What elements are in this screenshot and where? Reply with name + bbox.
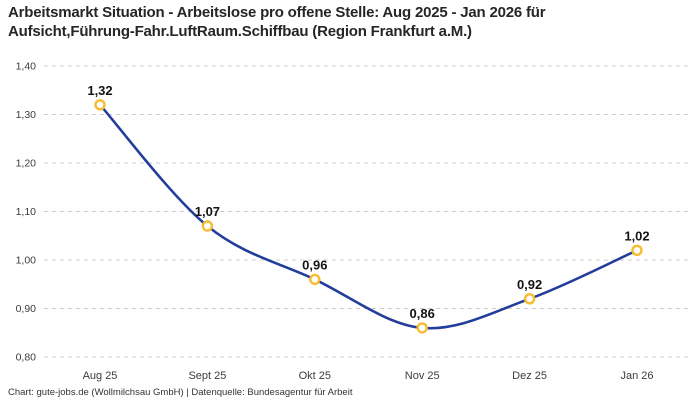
data-point-marker — [309, 273, 321, 286]
data-point-marker — [416, 322, 428, 334]
x-tick-label: Aug 25 — [83, 370, 118, 382]
trend-line-path — [98, 103, 639, 330]
y-tick-label: 1,40 — [16, 61, 37, 73]
data-point-marker — [94, 99, 106, 111]
y-tick-label: 1,10 — [16, 206, 37, 218]
y-tick-label: 1,20 — [16, 158, 37, 170]
x-tick-label: Nov 25 — [405, 370, 440, 382]
x-tick-label: Sept 25 — [188, 370, 226, 382]
x-tick-label: Dez 25 — [512, 370, 547, 382]
x-tick-label: Jan 26 — [620, 370, 653, 382]
data-point-marker — [523, 293, 536, 305]
data-point-marker — [201, 220, 214, 232]
data-point-label: 0,86 — [410, 306, 435, 321]
data-point-marker — [631, 244, 643, 257]
y-tick-label: 0,80 — [16, 352, 37, 364]
data-point-label: 0,92 — [517, 277, 542, 292]
data-point-label: 1,32 — [87, 83, 112, 98]
chart-title-line2: Aufsicht,Führung-Fahr.LuftRaum.Schiffbau… — [8, 23, 472, 40]
data-point-label: 0,96 — [302, 257, 327, 272]
chart-title-line1: Arbeitsmarkt Situation - Arbeitslose pro… — [8, 4, 546, 21]
y-tick-label: 1,00 — [16, 255, 37, 267]
chart-title: Arbeitsmarkt Situation - Arbeitslose pro… — [8, 3, 696, 41]
y-tick-label: 1,30 — [16, 109, 37, 121]
x-tick-label: Okt 25 — [299, 370, 331, 382]
chart-footer: Chart: gute-jobs.de (Wollmilchsau GmbH) … — [8, 387, 353, 398]
data-point-label: 1,02 — [624, 228, 649, 243]
data-point-label: 1,07 — [195, 204, 220, 219]
y-tick-label: 0,90 — [16, 303, 37, 315]
